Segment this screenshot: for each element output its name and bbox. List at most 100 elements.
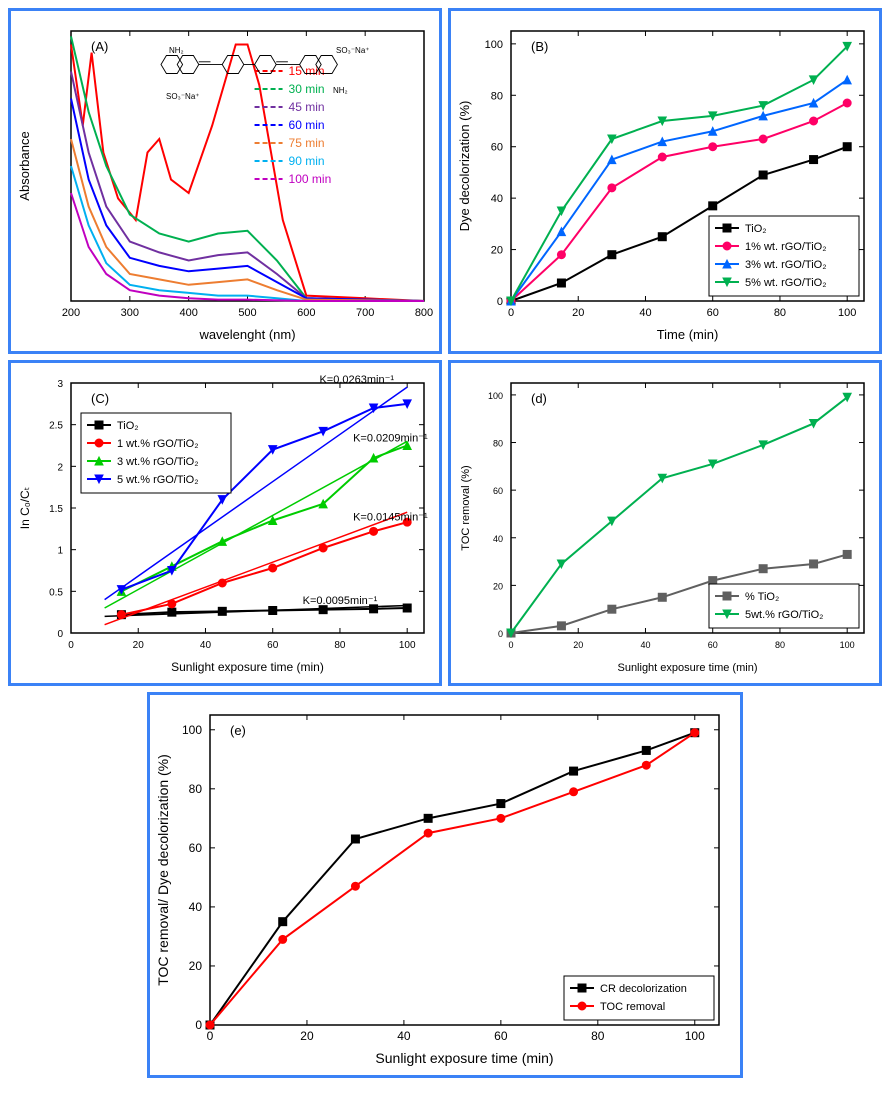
svg-text:80: 80 xyxy=(334,640,346,651)
svg-text:(C): (C) xyxy=(91,391,109,406)
svg-text:3: 3 xyxy=(57,379,63,390)
svg-text:100: 100 xyxy=(485,39,503,51)
svg-text:2.5: 2.5 xyxy=(49,421,63,432)
svg-text:40: 40 xyxy=(640,640,650,650)
svg-text:1 wt.% rGO/TiO₂: 1 wt.% rGO/TiO₂ xyxy=(117,438,198,450)
svg-text:90 min: 90 min xyxy=(289,154,325,168)
svg-text:TOC removal/ Dye decolorizatio: TOC removal/ Dye decolorization (%) xyxy=(155,754,171,986)
svg-text:(B): (B) xyxy=(531,39,548,54)
svg-text:100: 100 xyxy=(182,723,202,737)
svg-text:600: 600 xyxy=(297,307,315,319)
svg-text:1: 1 xyxy=(57,546,63,557)
svg-text:Dye decolorization (%): Dye decolorization (%) xyxy=(457,101,472,232)
svg-text:0: 0 xyxy=(57,629,63,640)
svg-text:300: 300 xyxy=(121,307,139,319)
svg-text:Sunlight exposure time (min): Sunlight exposure time (min) xyxy=(617,662,757,674)
svg-text:500: 500 xyxy=(238,307,256,319)
svg-text:TiO₂: TiO₂ xyxy=(117,420,139,432)
svg-text:60: 60 xyxy=(494,1029,508,1043)
svg-text:40: 40 xyxy=(200,640,212,651)
svg-text:2: 2 xyxy=(57,462,63,473)
panel-d: 0 20 40 60 80 100 0 20 40 60 80 100 Sunlight exposur… xyxy=(448,360,882,686)
figure-grid: 200300400500600700800wavelenght (nm)Abso… xyxy=(8,8,878,1078)
svg-text:0: 0 xyxy=(498,629,503,639)
svg-text:TOC removal (%): TOC removal (%) xyxy=(460,465,472,550)
panel-a: 200 300 400 500 600 700 800 wavelenght (nm) Abso… xyxy=(8,8,442,354)
svg-text:80: 80 xyxy=(774,307,786,319)
svg-text:100: 100 xyxy=(488,391,503,401)
svg-text:80: 80 xyxy=(775,640,785,650)
svg-text:800: 800 xyxy=(415,307,433,319)
svg-text:75 min: 75 min xyxy=(289,136,325,150)
svg-text:0: 0 xyxy=(497,296,503,308)
svg-text:5wt.% rGO/TiO₂: 5wt.% rGO/TiO₂ xyxy=(745,609,823,621)
svg-text:100: 100 xyxy=(399,640,416,651)
svg-text:Sunlight exposure time (min): Sunlight exposure time (min) xyxy=(375,1050,553,1066)
svg-text:20: 20 xyxy=(572,307,584,319)
svg-text:200: 200 xyxy=(62,307,80,319)
svg-text:(e): (e) xyxy=(230,723,246,738)
svg-text:60: 60 xyxy=(267,640,279,651)
svg-text:0: 0 xyxy=(508,640,513,650)
svg-text:40: 40 xyxy=(639,307,651,319)
svg-text:700: 700 xyxy=(356,307,374,319)
svg-text:K=0.0263min⁻¹: K=0.0263min⁻¹ xyxy=(319,374,394,386)
svg-text:K=0.0209min⁻¹: K=0.0209min⁻¹ xyxy=(353,432,428,444)
svg-text:20: 20 xyxy=(189,959,203,973)
svg-text:% TiO₂: % TiO₂ xyxy=(745,591,779,603)
svg-text:CR decolorization: CR decolorization xyxy=(600,983,687,995)
svg-text:80: 80 xyxy=(493,439,503,449)
svg-text:Time (min): Time (min) xyxy=(657,327,719,342)
svg-text:80: 80 xyxy=(491,90,503,102)
svg-text:wavelenght (nm): wavelenght (nm) xyxy=(198,327,295,342)
svg-text:60: 60 xyxy=(189,841,203,855)
svg-text:40: 40 xyxy=(491,193,503,205)
svg-text:5 wt.% rGO/TiO₂: 5 wt.% rGO/TiO₂ xyxy=(117,474,198,486)
svg-text:100: 100 xyxy=(838,307,856,319)
svg-text:20: 20 xyxy=(133,640,145,651)
svg-text:0: 0 xyxy=(508,307,514,319)
svg-text:40: 40 xyxy=(397,1029,411,1043)
svg-text:NH₂: NH₂ xyxy=(333,86,348,95)
svg-text:Sunlight exposure time (min): Sunlight exposure time (min) xyxy=(171,660,324,674)
svg-text:60: 60 xyxy=(707,307,719,319)
svg-text:(A): (A) xyxy=(91,39,108,54)
svg-text:1.5: 1.5 xyxy=(49,504,63,515)
svg-text:3% wt. rGO/TiO₂: 3% wt. rGO/TiO₂ xyxy=(745,259,826,271)
svg-text:60: 60 xyxy=(708,640,718,650)
svg-text:In C₀/Cₜ: In C₀/Cₜ xyxy=(18,487,32,530)
svg-text:SO₃⁻Na⁺: SO₃⁻Na⁺ xyxy=(336,46,370,55)
svg-text:(d): (d) xyxy=(531,391,547,406)
svg-text:0: 0 xyxy=(68,640,74,651)
svg-text:60: 60 xyxy=(493,486,503,496)
svg-text:TOC removal: TOC removal xyxy=(600,1001,665,1013)
panel-b: 0 20 40 60 80 100 0 20 40 60 80 100 Time (min) Dye de… xyxy=(448,8,882,354)
svg-text:0.5: 0.5 xyxy=(49,587,63,598)
svg-text:SO₃⁻Na⁺: SO₃⁻Na⁺ xyxy=(166,92,200,101)
svg-text:K=0.0145min⁻¹: K=0.0145min⁻¹ xyxy=(353,512,428,524)
svg-text:3 wt.% rGO/TiO₂: 3 wt.% rGO/TiO₂ xyxy=(117,456,198,468)
svg-text:400: 400 xyxy=(179,307,197,319)
svg-text:Absorbance: Absorbance xyxy=(17,131,32,200)
svg-text:K=0.0095min⁻¹: K=0.0095min⁻¹ xyxy=(303,595,378,607)
svg-text:TiO₂: TiO₂ xyxy=(745,223,767,235)
svg-text:100: 100 xyxy=(840,640,855,650)
svg-text:80: 80 xyxy=(189,782,203,796)
svg-text:40: 40 xyxy=(189,900,203,914)
svg-text:20: 20 xyxy=(573,640,583,650)
svg-text:1% wt. rGO/TiO₂: 1% wt. rGO/TiO₂ xyxy=(745,241,826,253)
svg-text:100 min: 100 min xyxy=(289,172,332,186)
svg-text:45 min: 45 min xyxy=(289,100,325,114)
svg-text:20: 20 xyxy=(493,581,503,591)
svg-text:40: 40 xyxy=(493,534,503,544)
panel-c: 0 20 40 60 80 100 0 0.5 1 1.5 2 2.5 3 Sunlight exposu… xyxy=(8,360,442,686)
svg-text:20: 20 xyxy=(491,245,503,257)
svg-text:0: 0 xyxy=(195,1018,202,1032)
svg-text:30 min: 30 min xyxy=(289,82,325,96)
svg-text:60 min: 60 min xyxy=(289,118,325,132)
svg-text:5% wt. rGO/TiO₂: 5% wt. rGO/TiO₂ xyxy=(745,277,826,289)
svg-text:60: 60 xyxy=(491,142,503,154)
svg-text:20: 20 xyxy=(300,1029,314,1043)
svg-text:0: 0 xyxy=(207,1029,214,1043)
svg-text:100: 100 xyxy=(685,1029,705,1043)
